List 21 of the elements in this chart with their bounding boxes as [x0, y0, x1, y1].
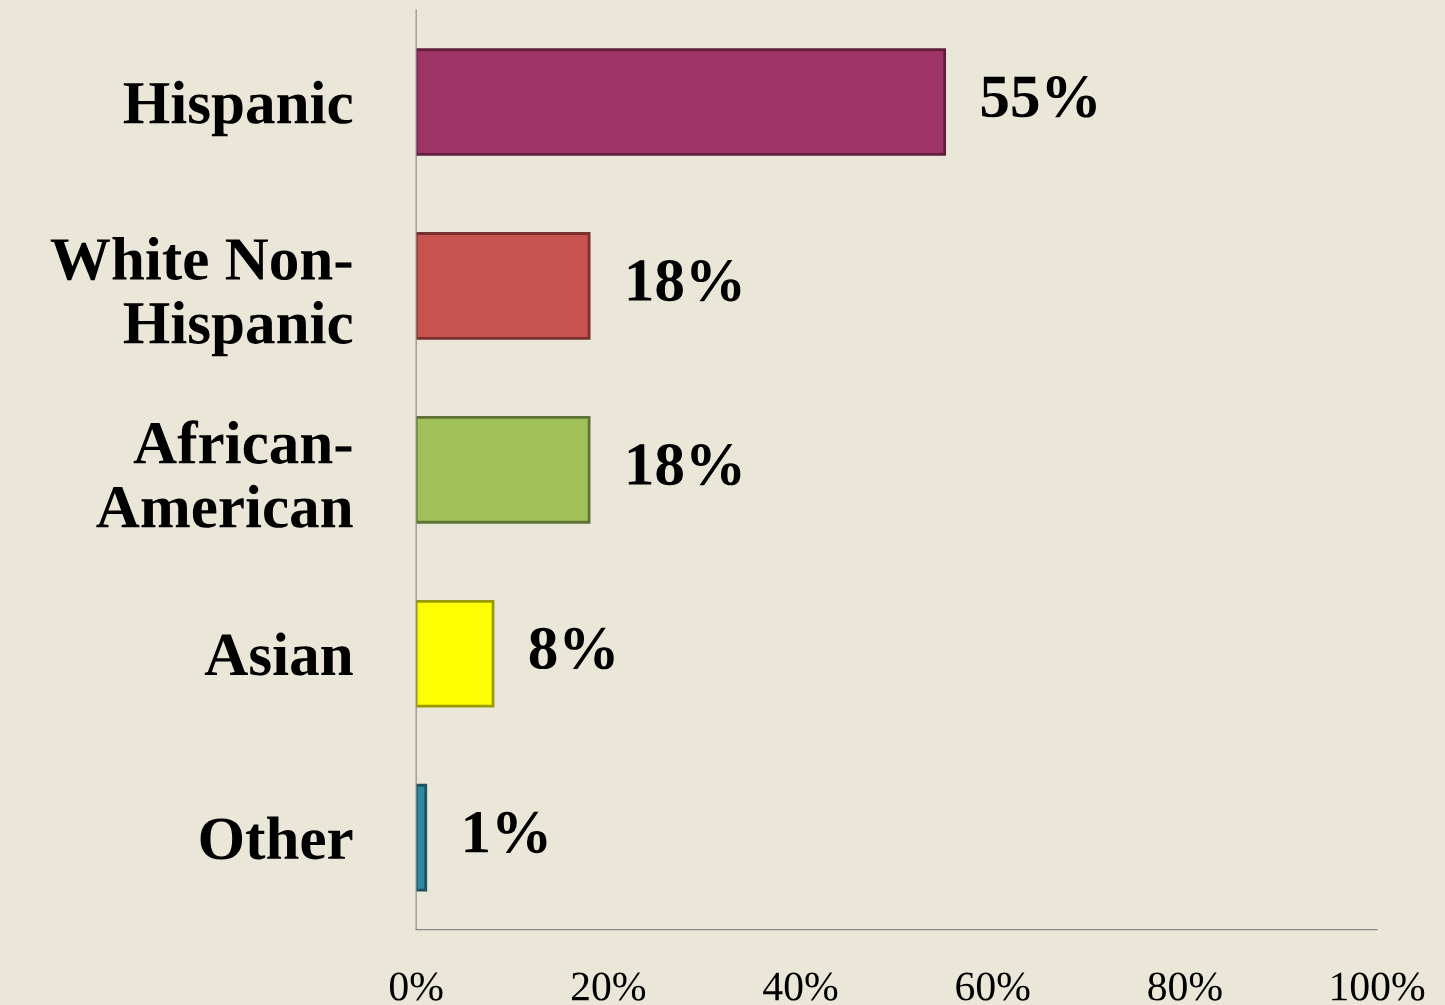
- bar: [416, 783, 428, 892]
- x-tick-label: 100%: [1332, 972, 1425, 1001]
- x-tick-label: 60%: [956, 972, 1030, 1001]
- x-tick-label: 20%: [571, 972, 646, 1001]
- data-label: 1%: [465, 811, 547, 854]
- y-tick-label: White Non-Hispanic: [50, 237, 353, 357]
- y-tick-label: African-American: [96, 420, 353, 528]
- bar: [416, 232, 591, 340]
- data-label: 18%: [628, 259, 741, 302]
- x-tick-label: 40%: [763, 972, 838, 1001]
- x-tick-label: 0%: [389, 972, 443, 1001]
- y-tick-label: Hispanic: [123, 80, 353, 137]
- x-tick-label: 80%: [1148, 972, 1222, 1001]
- data-label: 55%: [981, 76, 1096, 118]
- data-label: 8%: [529, 627, 614, 670]
- y-tick-label: Other: [200, 816, 353, 860]
- data-label: 18%: [628, 443, 741, 486]
- bar: [416, 599, 495, 708]
- y-tick-label: Asian: [204, 632, 353, 676]
- bar: [416, 416, 591, 524]
- bar: [416, 48, 947, 156]
